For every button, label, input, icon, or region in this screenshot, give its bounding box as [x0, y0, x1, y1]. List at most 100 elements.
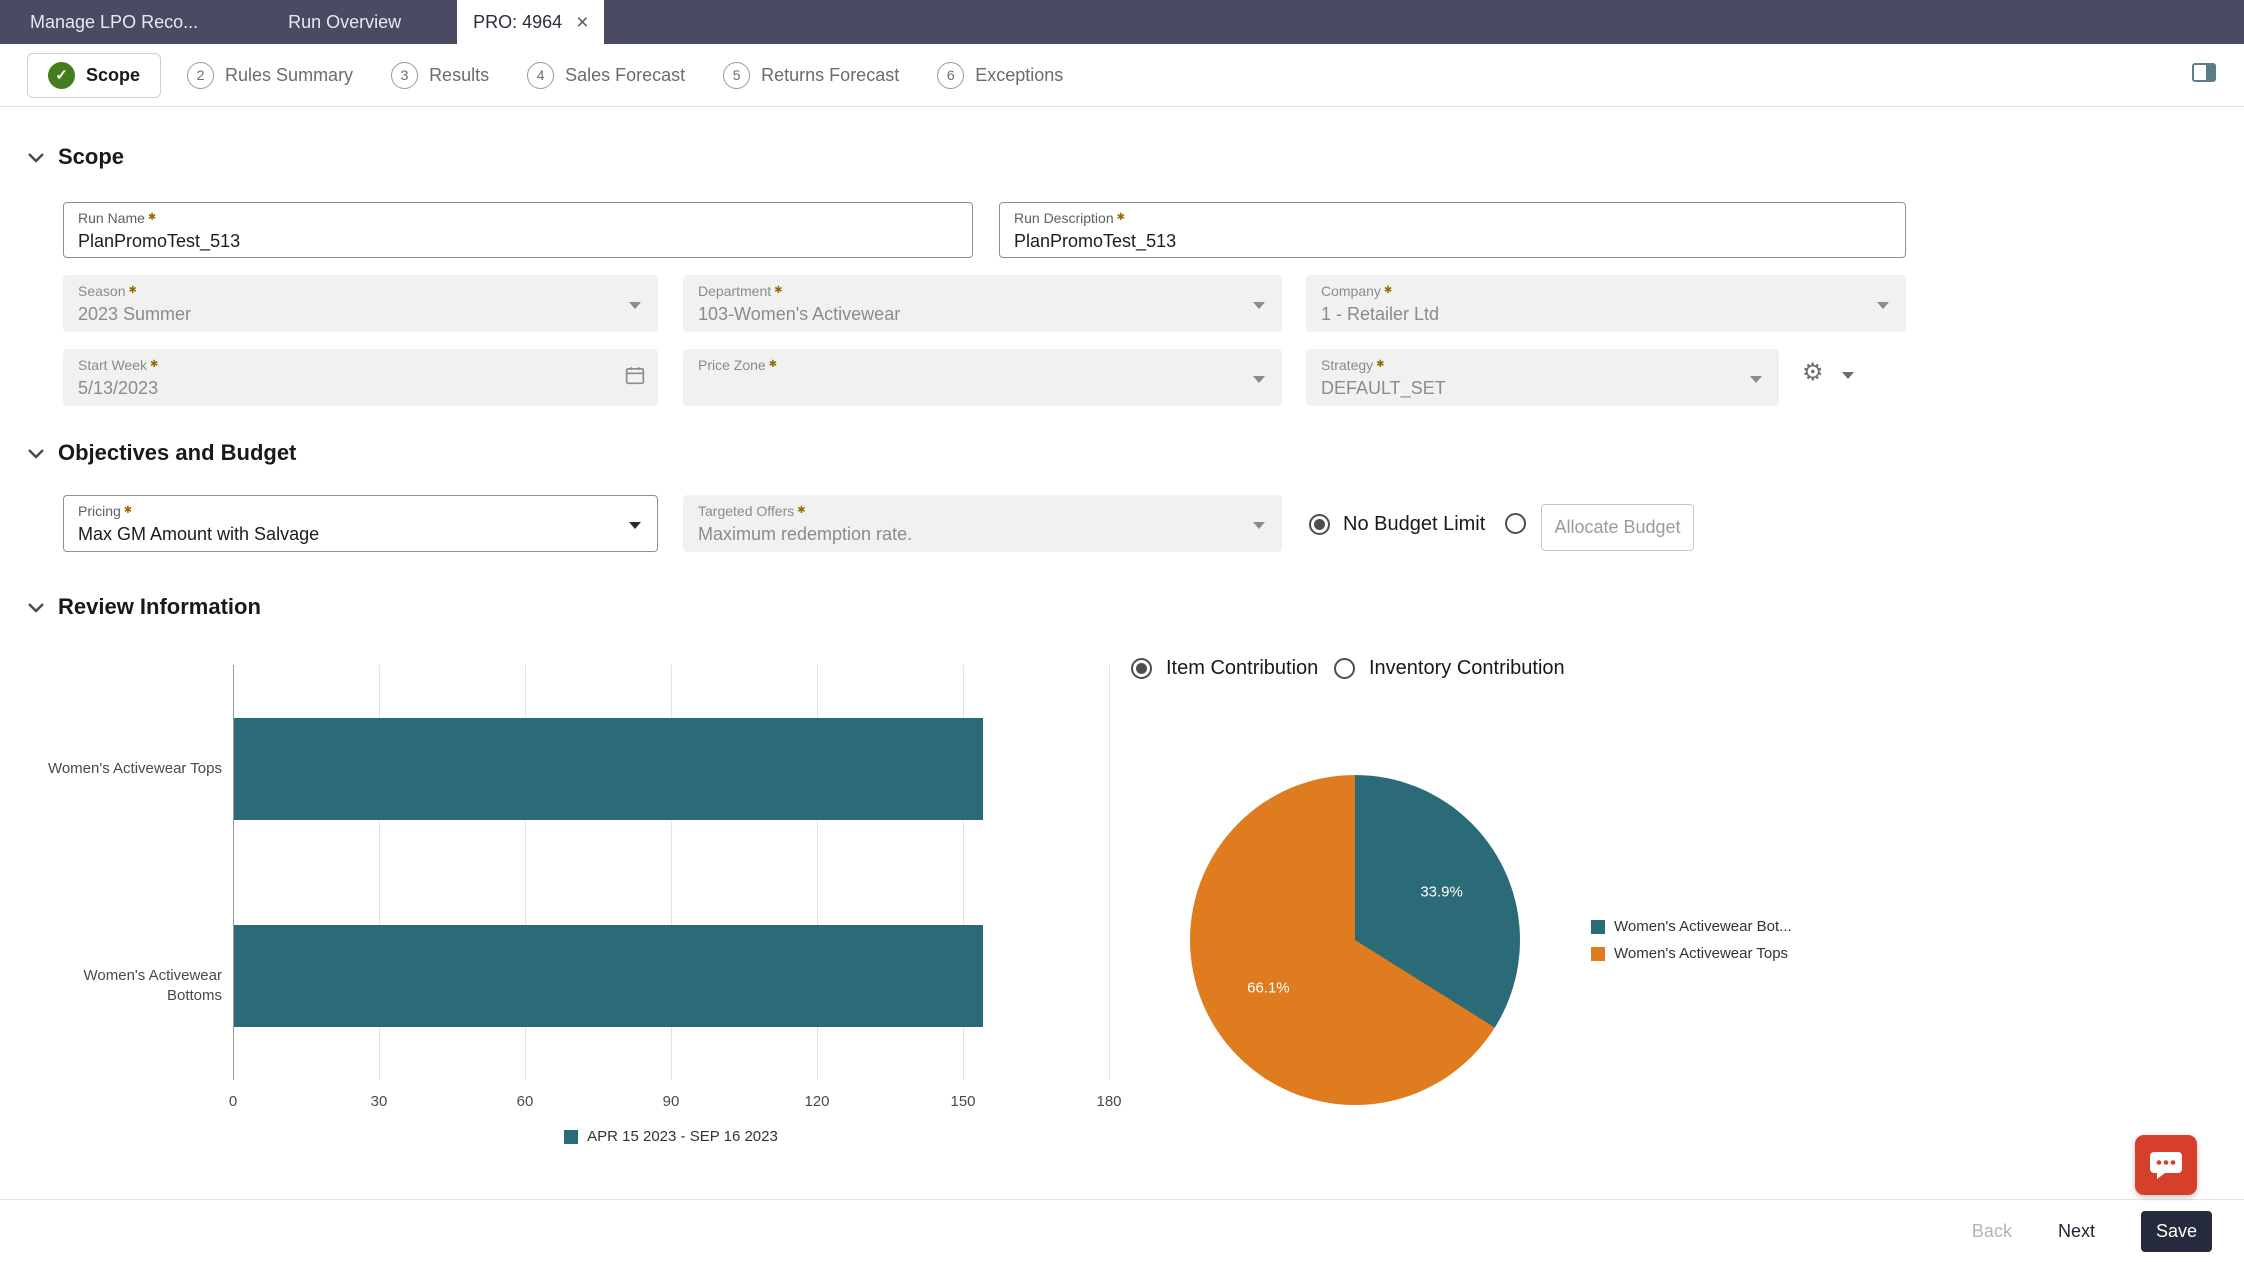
x-tick-label: 60 [516, 1093, 534, 1110]
next-button[interactable]: Next [2057, 1220, 2095, 1241]
scope-section-title: Scope [58, 144, 125, 169]
pie-legend-label: Women's Activewear Bot... [1614, 918, 1792, 935]
item-contribution-radio[interactable] [1131, 658, 1152, 679]
tab-manage-lpo-reco[interactable]: Manage LPO Reco... [30, 11, 199, 32]
legend-label: APR 15 2023 - SEP 16 2023 [587, 1128, 778, 1145]
step-scope[interactable]: ✓ Scope [27, 52, 162, 98]
pricing-label: Pricing ✱ [78, 503, 133, 519]
pie-legend-item: Women's Activewear Tops [1591, 945, 1792, 962]
department-value: 103-Women's Activewear [698, 304, 901, 324]
required-icon: ✱ [1376, 359, 1385, 370]
chevron-down-icon[interactable] [1842, 372, 1854, 379]
step-results[interactable]: 3 Results [391, 61, 490, 89]
step-exceptions[interactable]: 6 Exceptions [937, 61, 1064, 89]
objectives-section-header[interactable]: Objectives and Budget [27, 440, 296, 466]
required-icon: ✱ [123, 505, 133, 516]
season-label: Season ✱ [78, 283, 137, 299]
chat-bubble-icon [2150, 1152, 2182, 1179]
gridline [525, 665, 526, 1080]
step-scope-label: Scope [86, 64, 141, 85]
department-label: Department ✱ [698, 283, 783, 299]
price-zone-dropdown: Price Zone ✱ [683, 349, 1282, 406]
category-label: Women's Activewear Tops [47, 759, 222, 777]
run-name-field[interactable]: Run Name ✱ [63, 202, 973, 258]
step-5-number: 5 [723, 61, 751, 89]
required-icon: ✱ [768, 359, 778, 370]
season-dropdown: Season ✱ 2023 Summer [63, 275, 658, 332]
chevron-down-icon [629, 301, 641, 309]
targeted-offers-value: Maximum redemption rate. [698, 524, 913, 544]
legend-swatch [564, 1129, 579, 1144]
back-button[interactable]: Back [1971, 1220, 2012, 1241]
strategy-label: Strategy ✱ [1321, 357, 1385, 373]
review-section-title: Review Information [58, 594, 261, 619]
chevron-down-icon [629, 521, 641, 529]
no-budget-limit-label: No Budget Limit [1343, 513, 1486, 535]
chevron-down-icon [28, 448, 44, 459]
chevron-down-icon [28, 602, 44, 613]
pricing-dropdown[interactable]: Pricing ✱ Max GM Amount with Salvage [63, 495, 658, 552]
run-description-label: Run Description ✱ [1014, 210, 1125, 226]
tab-pro-4964[interactable]: PRO: 4964 × [457, 0, 605, 44]
chevron-down-icon [1877, 301, 1889, 309]
step-sales-forecast[interactable]: 4 Sales Forecast [527, 61, 686, 89]
save-button[interactable]: Save [2140, 1210, 2212, 1252]
x-tick-label: 90 [662, 1093, 680, 1110]
calendar-icon [625, 365, 645, 390]
step-sales-forecast-label: Sales Forecast [565, 64, 686, 85]
start-week-value: 5/13/2023 [78, 378, 159, 398]
step-results-label: Results [429, 64, 490, 85]
inventory-contribution-label: Inventory Contribution [1369, 657, 1565, 679]
tab-run-overview[interactable]: Run Overview [288, 11, 402, 32]
chat-fab-button[interactable] [2135, 1135, 2197, 1195]
panel-toggle-icon[interactable] [2192, 63, 2216, 87]
run-name-label: Run Name ✱ [78, 210, 157, 226]
pie-legend-item: Women's Activewear Bot... [1591, 918, 1792, 935]
bar [234, 925, 984, 1028]
strategy-dropdown: Strategy ✱ DEFAULT_SET [1306, 349, 1779, 406]
inventory-contribution-radio[interactable] [1334, 658, 1355, 679]
legend-swatch [1591, 919, 1605, 934]
company-value: 1 - Retailer Ltd [1321, 304, 1440, 324]
pie-slice-label: 66.1% [1247, 979, 1290, 997]
allocate-budget-radio[interactable] [1505, 513, 1526, 534]
no-budget-limit-radio[interactable] [1309, 514, 1330, 535]
targeted-offers-label: Targeted Offers ✱ [698, 503, 806, 519]
step-rules-summary[interactable]: 2 Rules Summary [187, 61, 354, 89]
pie-chart-legend: Women's Activewear Bot... Women's Active… [1591, 918, 1792, 962]
pricing-value: Max GM Amount with Salvage [78, 524, 320, 544]
step-returns-forecast[interactable]: 5 Returns Forecast [723, 61, 900, 89]
item-contribution-option: Item Contribution [1131, 657, 1318, 680]
targeted-offers-dropdown: Targeted Offers ✱ Maximum redemption rate… [683, 495, 1282, 552]
step-returns-forecast-label: Returns Forecast [761, 64, 900, 85]
run-name-input[interactable] [78, 229, 958, 253]
required-icon: ✱ [774, 285, 783, 296]
department-dropdown: Department ✱ 103-Women's Activewear [683, 275, 1282, 332]
category-label: Women's Activewear Bottoms [83, 967, 222, 1005]
chevron-down-icon [1253, 301, 1265, 309]
required-icon: ✱ [1116, 212, 1125, 223]
company-dropdown: Company ✱ 1 - Retailer Ltd [1306, 275, 1906, 332]
step-6-number: 6 [937, 61, 965, 89]
strategy-value: DEFAULT_SET [1321, 378, 1446, 398]
review-section-header[interactable]: Review Information [27, 594, 261, 620]
required-icon: ✱ [147, 212, 157, 223]
chevron-down-icon [1253, 521, 1265, 529]
step-exceptions-label: Exceptions [975, 64, 1064, 85]
objectives-section-title: Objectives and Budget [58, 440, 297, 465]
scope-section-header[interactable]: Scope [27, 144, 124, 170]
allocate-budget-button[interactable]: Allocate Budget [1541, 504, 1694, 551]
footer-action-bar: Back Next Save [0, 1199, 2244, 1262]
x-tick-label: 150 [950, 1093, 976, 1110]
check-icon: ✓ [48, 61, 75, 89]
x-tick-label: 180 [1096, 1093, 1122, 1110]
run-description-field[interactable]: Run Description ✱ [999, 202, 1906, 258]
run-description-input[interactable] [1014, 229, 1891, 253]
allocate-budget-option [1505, 513, 1526, 534]
gridline [671, 665, 672, 1080]
no-budget-limit-option: No Budget Limit [1309, 513, 1485, 536]
gear-icon[interactable]: ⚙ [1802, 359, 1824, 386]
close-tab-icon[interactable]: × [576, 10, 589, 34]
tab-pro-4964-label: PRO: 4964 [473, 11, 563, 32]
step-rules-summary-label: Rules Summary [225, 64, 354, 85]
